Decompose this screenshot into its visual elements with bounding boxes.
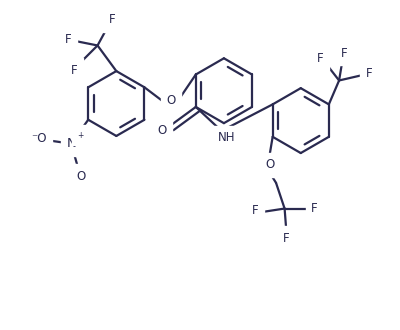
Text: ⁻O: ⁻O [31, 132, 46, 145]
Text: N: N [66, 137, 76, 150]
Text: F: F [283, 232, 290, 245]
Text: F: F [71, 64, 78, 77]
Text: O: O [157, 124, 166, 137]
Text: F: F [311, 202, 318, 215]
Text: F: F [341, 47, 348, 60]
Text: O: O [76, 170, 85, 182]
Text: F: F [65, 33, 72, 46]
Text: F: F [366, 67, 372, 80]
Text: O: O [266, 158, 275, 172]
Text: +: + [77, 131, 84, 140]
Text: NH: NH [218, 131, 235, 144]
Text: F: F [252, 204, 258, 217]
Text: O: O [166, 94, 176, 108]
Text: F: F [109, 13, 115, 26]
Text: F: F [317, 52, 324, 65]
